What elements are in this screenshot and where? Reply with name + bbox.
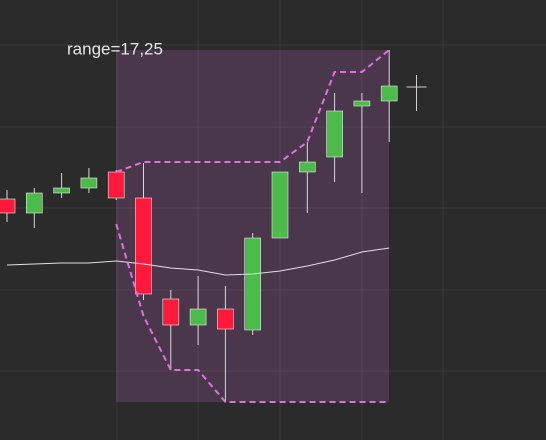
candle-body (25, 192, 43, 214)
candle-body (271, 171, 289, 239)
candle-body (189, 308, 207, 326)
candle-body (162, 298, 180, 326)
candle-body (107, 171, 125, 199)
range-label: range=17,25 (67, 39, 163, 58)
line (115, 223, 390, 403)
line (6, 247, 390, 276)
candle-body (353, 100, 371, 107)
line (115, 49, 390, 173)
range-box (116, 50, 389, 402)
candle-body (135, 197, 152, 295)
candle-body (0, 198, 16, 214)
candle-body (380, 85, 398, 102)
candle-body (80, 177, 98, 189)
candle-body (326, 110, 343, 158)
candle-body (244, 237, 261, 331)
candle-body (217, 308, 234, 330)
candle-body (53, 187, 70, 194)
candle-body (298, 161, 316, 173)
